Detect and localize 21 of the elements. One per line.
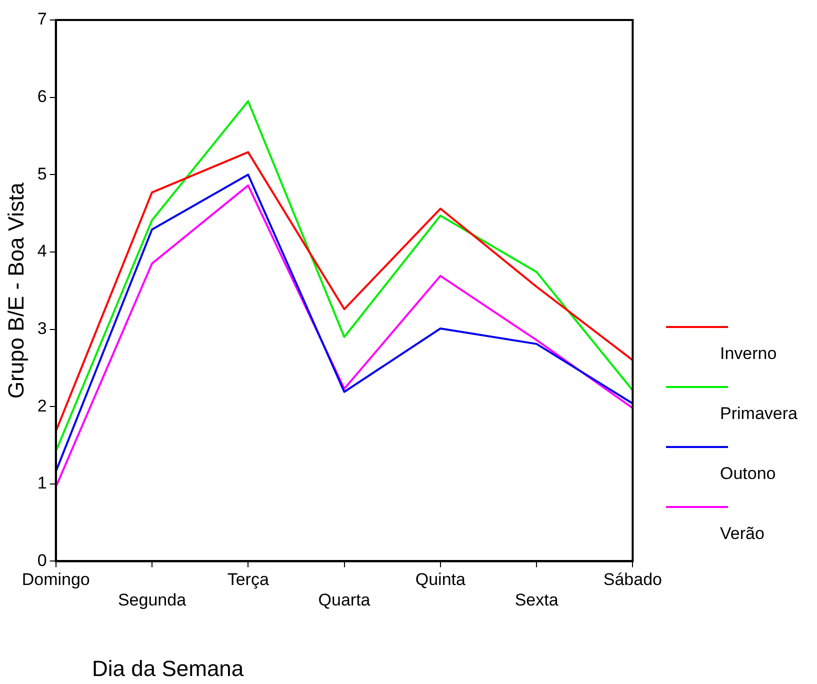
y-tick-label: 3	[37, 318, 47, 338]
y-tick-label: 1	[37, 474, 47, 493]
x-axis-title: Dia da Semana	[92, 656, 244, 682]
text: Inverno	[720, 344, 777, 364]
y-tick-label: 6	[37, 87, 47, 106]
x-tick-label: Segunda	[118, 590, 187, 610]
x-tick-label: Sexta	[514, 590, 559, 610]
y-axis-title: Grupo B/E - Boa Vista	[3, 182, 28, 399]
y-tick-label: 0	[37, 550, 47, 570]
y-tick-label: 5	[37, 164, 47, 184]
x-tick-label: Quarta	[318, 590, 371, 610]
text: Primavera	[720, 404, 798, 424]
y-tick-label: 2	[37, 396, 47, 416]
text: Outono	[720, 464, 776, 484]
y-tick-label: 4	[37, 242, 47, 261]
y-tick-label: 7	[37, 10, 47, 29]
text: Verão	[720, 524, 764, 544]
x-tick-label: Terça	[227, 570, 270, 590]
x-tick-label: Quinta	[415, 570, 466, 590]
x-tick-label: Domingo	[22, 570, 90, 590]
x-tick-label: Sábado	[603, 570, 662, 590]
